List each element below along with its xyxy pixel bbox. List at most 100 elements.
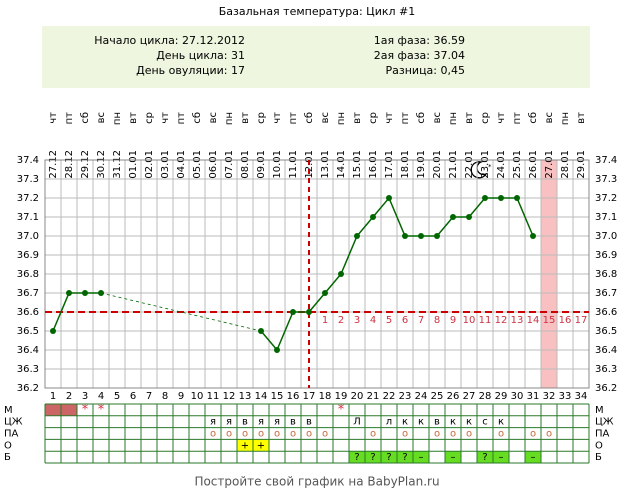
temperature-point xyxy=(402,233,408,239)
x-tick-label: 20 xyxy=(351,391,364,402)
weekday-label: вт xyxy=(352,112,363,124)
row-cell: в xyxy=(242,417,248,428)
row-cell: к xyxy=(418,417,424,428)
row-cell: ? xyxy=(482,452,487,463)
luteal-day: 7 xyxy=(418,315,424,326)
row-cell: o xyxy=(450,429,456,440)
weekday-label: вс xyxy=(320,112,331,123)
y-tick-label: 37.3 xyxy=(17,174,39,185)
row-cell: ? xyxy=(354,452,359,463)
temperature-point xyxy=(98,290,104,296)
date-label: 14.01 xyxy=(336,150,347,179)
row-cell: o xyxy=(498,429,504,440)
row-cell: o xyxy=(210,429,216,440)
weekday-label: чт xyxy=(384,112,395,124)
x-tick-label: 5 xyxy=(114,391,120,402)
x-tick-label: 11 xyxy=(207,391,220,402)
luteal-day: 6 xyxy=(402,315,408,326)
row-fill xyxy=(253,439,269,452)
date-label: 31.12 xyxy=(112,150,123,179)
row-fill xyxy=(237,439,253,452)
y-tick-label: 36.4 xyxy=(17,345,39,356)
row-label: О xyxy=(595,440,603,451)
luteal-day: 9 xyxy=(450,315,456,326)
x-tick-label: 22 xyxy=(383,391,396,402)
x-tick-label: 29 xyxy=(495,391,508,402)
date-label: 06.01 xyxy=(208,150,219,179)
temperature-point xyxy=(450,214,456,220)
date-label: 17.01 xyxy=(384,150,395,179)
luteal-day: 8 xyxy=(434,315,440,326)
row-cell: Л xyxy=(353,417,361,428)
x-tick-label: 26 xyxy=(447,391,460,402)
luteal-day: 11 xyxy=(479,315,492,326)
date-label: 02.01 xyxy=(144,150,155,179)
temperature-point xyxy=(354,233,360,239)
date-label: 15.01 xyxy=(352,150,363,179)
row-cell: в xyxy=(434,417,440,428)
row-label: Б xyxy=(595,452,602,463)
row-cell: к xyxy=(402,417,408,428)
y-tick-label: 37.1 xyxy=(595,212,617,223)
date-label: 01.01 xyxy=(128,150,139,179)
x-tick-label: 19 xyxy=(335,391,348,402)
row-cell: + xyxy=(241,440,249,451)
row-cell: o xyxy=(258,429,264,440)
footer: Постройте свой график на BabyPlan.ru xyxy=(194,475,439,489)
y-tick-label: 36.6 xyxy=(17,307,39,318)
date-label: 22.01 xyxy=(464,150,475,179)
row-fill xyxy=(397,451,413,463)
x-tick-label: 7 xyxy=(146,391,152,402)
weekday-label: вт xyxy=(128,112,139,124)
temperature-point xyxy=(290,309,296,315)
date-label: 27.01 xyxy=(544,150,555,179)
row-fill xyxy=(381,451,397,463)
weekday-label: сб xyxy=(528,112,539,124)
y-tick-label: 36.2 xyxy=(595,383,617,394)
luteal-day: 17 xyxy=(575,315,588,326)
info-right: Разница: 0,45 xyxy=(386,64,466,77)
date-label: 28.12 xyxy=(64,150,75,179)
plot-border xyxy=(44,159,590,389)
weekday-label: сб xyxy=(192,112,203,124)
row-fill xyxy=(349,451,365,463)
row-cell: ? xyxy=(386,452,391,463)
x-tick-label: 1 xyxy=(50,391,56,402)
x-tick-label: 27 xyxy=(463,391,476,402)
date-label: 18.01 xyxy=(400,150,411,179)
date-label: 05.01 xyxy=(192,150,203,179)
date-label: 07.01 xyxy=(224,150,235,179)
row-fill xyxy=(445,451,461,463)
y-tick-label: 37.0 xyxy=(17,231,39,242)
info-left: Начало цикла: 27.12.2012 xyxy=(94,34,245,47)
x-tick-label: 10 xyxy=(191,391,204,402)
luteal-day: 13 xyxy=(511,315,524,326)
row-cell: я xyxy=(226,417,232,428)
row-cell: ? xyxy=(402,452,407,463)
row-cell: – xyxy=(419,452,424,463)
x-tick-label: 12 xyxy=(223,391,236,402)
date-label: 29.12 xyxy=(80,150,91,179)
luteal-day: 1 xyxy=(322,315,328,326)
x-tick-label: 24 xyxy=(415,391,428,402)
weekday-label: пн xyxy=(224,112,235,125)
y-tick-label: 36.3 xyxy=(595,364,617,375)
x-tick-label: 33 xyxy=(559,391,572,402)
temperature-point xyxy=(82,290,88,296)
date-label: 21.01 xyxy=(448,150,459,179)
date-label: 11.01 xyxy=(288,150,299,179)
x-tick-label: 31 xyxy=(527,391,540,402)
row-cell: я xyxy=(258,417,264,428)
luteal-day: 16 xyxy=(559,315,572,326)
x-tick-label: 15 xyxy=(271,391,284,402)
x-tick-label: 16 xyxy=(287,391,300,402)
row-cell: – xyxy=(499,452,504,463)
x-tick-label: 25 xyxy=(431,391,444,402)
x-tick-label: 9 xyxy=(178,391,184,402)
row-cell: к xyxy=(450,417,456,428)
x-tick-label: 17 xyxy=(303,391,316,402)
weekday-label: ср xyxy=(480,112,491,124)
row-cell: * xyxy=(338,402,345,417)
temperature-point xyxy=(338,271,344,277)
